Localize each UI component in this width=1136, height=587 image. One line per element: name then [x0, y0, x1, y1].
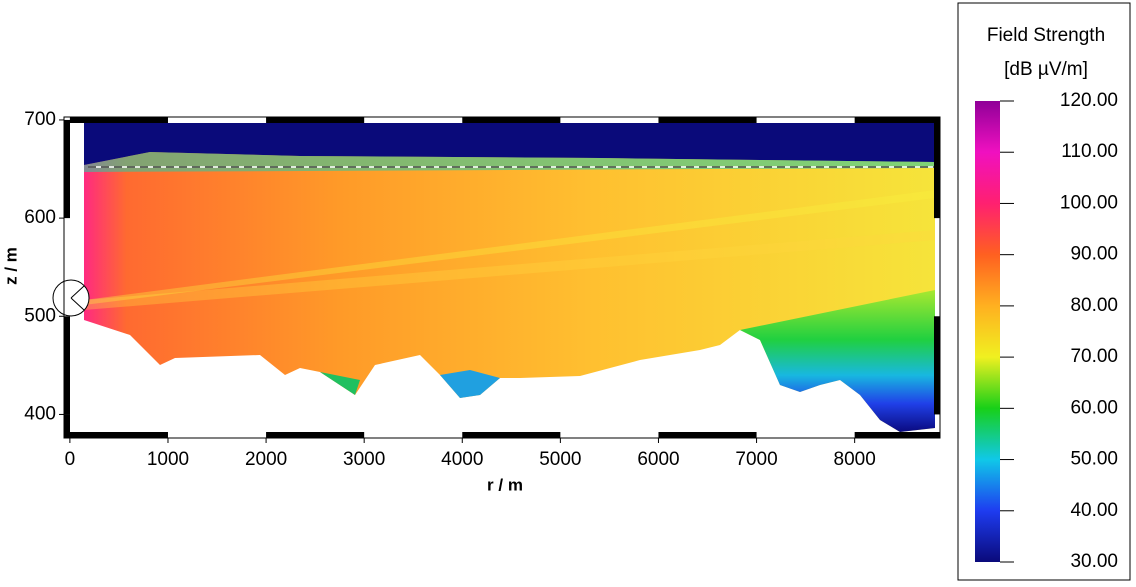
colorbar [975, 101, 1000, 562]
x-tick-label: 2000 [245, 449, 287, 470]
scale-bar [658, 432, 757, 438]
colorbar-tick-label: 60.00 [1070, 397, 1118, 418]
colorbar-tick-label: 30.00 [1070, 551, 1118, 572]
colorbar-tick-label: 50.00 [1070, 449, 1118, 470]
y-tick-label: 600 [24, 207, 56, 228]
colorbar-tick-label: 40.00 [1070, 500, 1118, 521]
x-axis-label: r / m [487, 475, 523, 494]
scale-bar [934, 119, 940, 219]
y-axis-label: z / m [1, 247, 20, 285]
x-tick-label: 4000 [441, 449, 483, 470]
field [52, 123, 935, 433]
scale-bar [69, 117, 168, 123]
scale-bar [854, 432, 940, 438]
colorbar-tick-label: 80.00 [1070, 295, 1118, 316]
colorbar-tick-label: 120.00 [1060, 90, 1118, 111]
colorbar-tick-label: 90.00 [1070, 244, 1118, 265]
colorbar-panel [957, 2, 1131, 581]
x-tick-label: 3000 [343, 449, 385, 470]
colorbar-tick-label: 110.00 [1061, 141, 1118, 162]
scale-bar [266, 117, 365, 123]
scale-bar [658, 117, 757, 123]
scale-bar [462, 432, 561, 438]
scale-bar [64, 316, 70, 415]
scale-bar [854, 117, 940, 123]
scale-bar [69, 432, 168, 438]
colorbar-tick-label: 70.00 [1070, 346, 1118, 367]
x-tick-label: 6000 [637, 449, 679, 470]
scale-bar [934, 316, 940, 415]
scale-bar [266, 432, 365, 438]
x-tick-label: 5000 [539, 449, 581, 470]
x-tick-label: 1000 [147, 449, 189, 470]
scale-bar [64, 119, 70, 219]
x-tick-label: 7000 [735, 449, 777, 470]
y-tick-label: 500 [24, 305, 56, 326]
colorbar-tick-label: 100.00 [1060, 192, 1118, 213]
scale-bar [64, 414, 70, 438]
colorbar-unit: [dB µV/m] [1004, 59, 1088, 80]
y-tick-label: 700 [24, 109, 56, 130]
x-tick-label: 8000 [834, 449, 876, 470]
x-tick-label: 0 [65, 449, 76, 470]
scale-bars [64, 117, 940, 438]
colorbar-title: Field Strength [987, 25, 1105, 46]
scale-bar [462, 117, 561, 123]
y-tick-label: 400 [24, 403, 56, 424]
